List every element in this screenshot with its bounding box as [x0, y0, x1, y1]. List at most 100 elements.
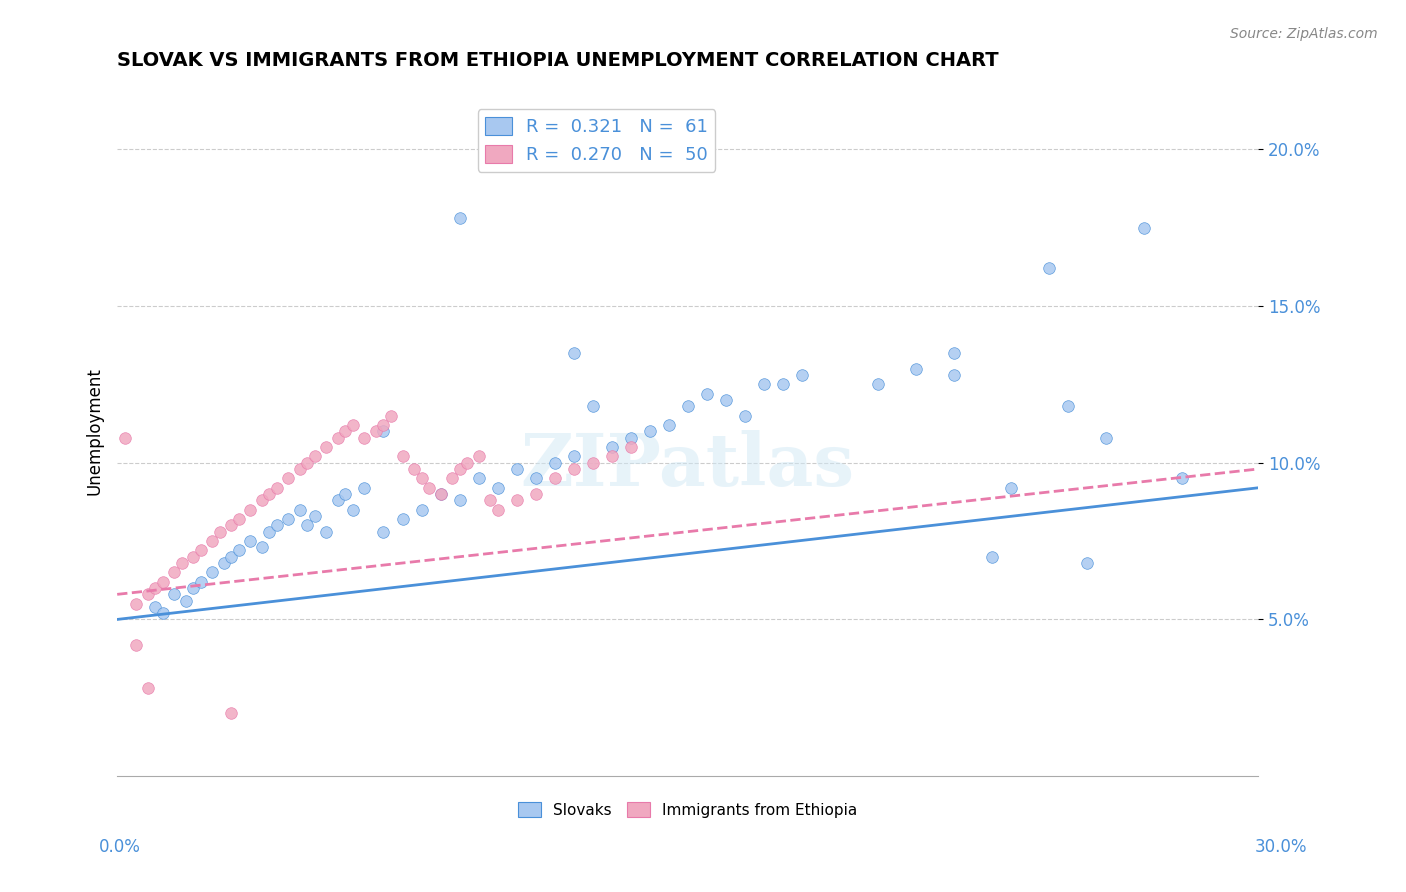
- Point: [1095, 431, 1118, 445]
- Point: [658, 418, 681, 433]
- Point: [429, 487, 451, 501]
- Point: [304, 508, 326, 523]
- Point: [790, 368, 813, 382]
- Point: [342, 418, 364, 433]
- Point: [411, 502, 433, 516]
- Point: [239, 534, 262, 549]
- Point: [524, 471, 547, 485]
- Point: [250, 493, 273, 508]
- Point: [181, 549, 204, 564]
- Text: 30.0%: 30.0%: [1256, 838, 1308, 856]
- Point: [1057, 399, 1080, 413]
- Point: [714, 392, 737, 407]
- Point: [190, 543, 212, 558]
- Point: [449, 211, 471, 226]
- Point: [221, 549, 243, 564]
- Point: [582, 456, 605, 470]
- Point: [353, 431, 375, 445]
- Point: [315, 524, 337, 539]
- Point: [152, 574, 174, 589]
- Point: [600, 450, 623, 464]
- Point: [288, 462, 311, 476]
- Point: [201, 534, 224, 549]
- Point: [163, 566, 186, 580]
- Point: [114, 431, 136, 445]
- Point: [440, 471, 463, 485]
- Point: [212, 556, 235, 570]
- Point: [259, 524, 281, 539]
- Point: [696, 386, 718, 401]
- Point: [364, 425, 387, 439]
- Point: [342, 502, 364, 516]
- Point: [620, 440, 643, 454]
- Legend: Slovaks, Immigrants from Ethiopia: Slovaks, Immigrants from Ethiopia: [512, 796, 863, 823]
- Point: [266, 481, 288, 495]
- Point: [228, 543, 250, 558]
- Point: [125, 638, 148, 652]
- Point: [136, 681, 159, 696]
- Point: [259, 487, 281, 501]
- Point: [1076, 556, 1098, 570]
- Point: [326, 431, 349, 445]
- Point: [373, 524, 395, 539]
- Point: [505, 462, 527, 476]
- Point: [943, 346, 966, 360]
- Point: [544, 456, 567, 470]
- Point: [335, 425, 357, 439]
- Y-axis label: Unemployment: Unemployment: [86, 368, 103, 495]
- Point: [505, 493, 527, 508]
- Point: [411, 471, 433, 485]
- Point: [373, 418, 395, 433]
- Text: SLOVAK VS IMMIGRANTS FROM ETHIOPIA UNEMPLOYMENT CORRELATION CHART: SLOVAK VS IMMIGRANTS FROM ETHIOPIA UNEMP…: [117, 51, 998, 70]
- Point: [479, 493, 502, 508]
- Point: [297, 456, 319, 470]
- Point: [1171, 471, 1194, 485]
- Point: [449, 493, 471, 508]
- Point: [868, 377, 890, 392]
- Point: [402, 462, 425, 476]
- Point: [467, 450, 489, 464]
- Point: [181, 581, 204, 595]
- Point: [1133, 220, 1156, 235]
- Point: [250, 541, 273, 555]
- Point: [486, 502, 509, 516]
- Point: [174, 593, 197, 607]
- Point: [1000, 481, 1022, 495]
- Point: [562, 462, 585, 476]
- Point: [638, 425, 661, 439]
- Point: [304, 450, 326, 464]
- Point: [467, 471, 489, 485]
- Point: [582, 399, 605, 413]
- Point: [1038, 261, 1060, 276]
- Point: [335, 487, 357, 501]
- Point: [353, 481, 375, 495]
- Point: [201, 566, 224, 580]
- Point: [190, 574, 212, 589]
- Point: [143, 599, 166, 614]
- Point: [449, 462, 471, 476]
- Point: [136, 587, 159, 601]
- Point: [170, 556, 193, 570]
- Point: [752, 377, 775, 392]
- Point: [544, 471, 567, 485]
- Point: [326, 493, 349, 508]
- Point: [125, 597, 148, 611]
- Point: [981, 549, 1004, 564]
- Point: [734, 409, 756, 423]
- Point: [429, 487, 451, 501]
- Point: [600, 440, 623, 454]
- Point: [208, 524, 231, 539]
- Point: [391, 450, 413, 464]
- Point: [486, 481, 509, 495]
- Point: [228, 512, 250, 526]
- Point: [620, 431, 643, 445]
- Point: [562, 450, 585, 464]
- Text: Source: ZipAtlas.com: Source: ZipAtlas.com: [1230, 27, 1378, 41]
- Point: [143, 581, 166, 595]
- Point: [315, 440, 337, 454]
- Point: [524, 487, 547, 501]
- Text: ZIPatlas: ZIPatlas: [520, 430, 855, 501]
- Point: [418, 481, 440, 495]
- Point: [163, 587, 186, 601]
- Point: [277, 471, 299, 485]
